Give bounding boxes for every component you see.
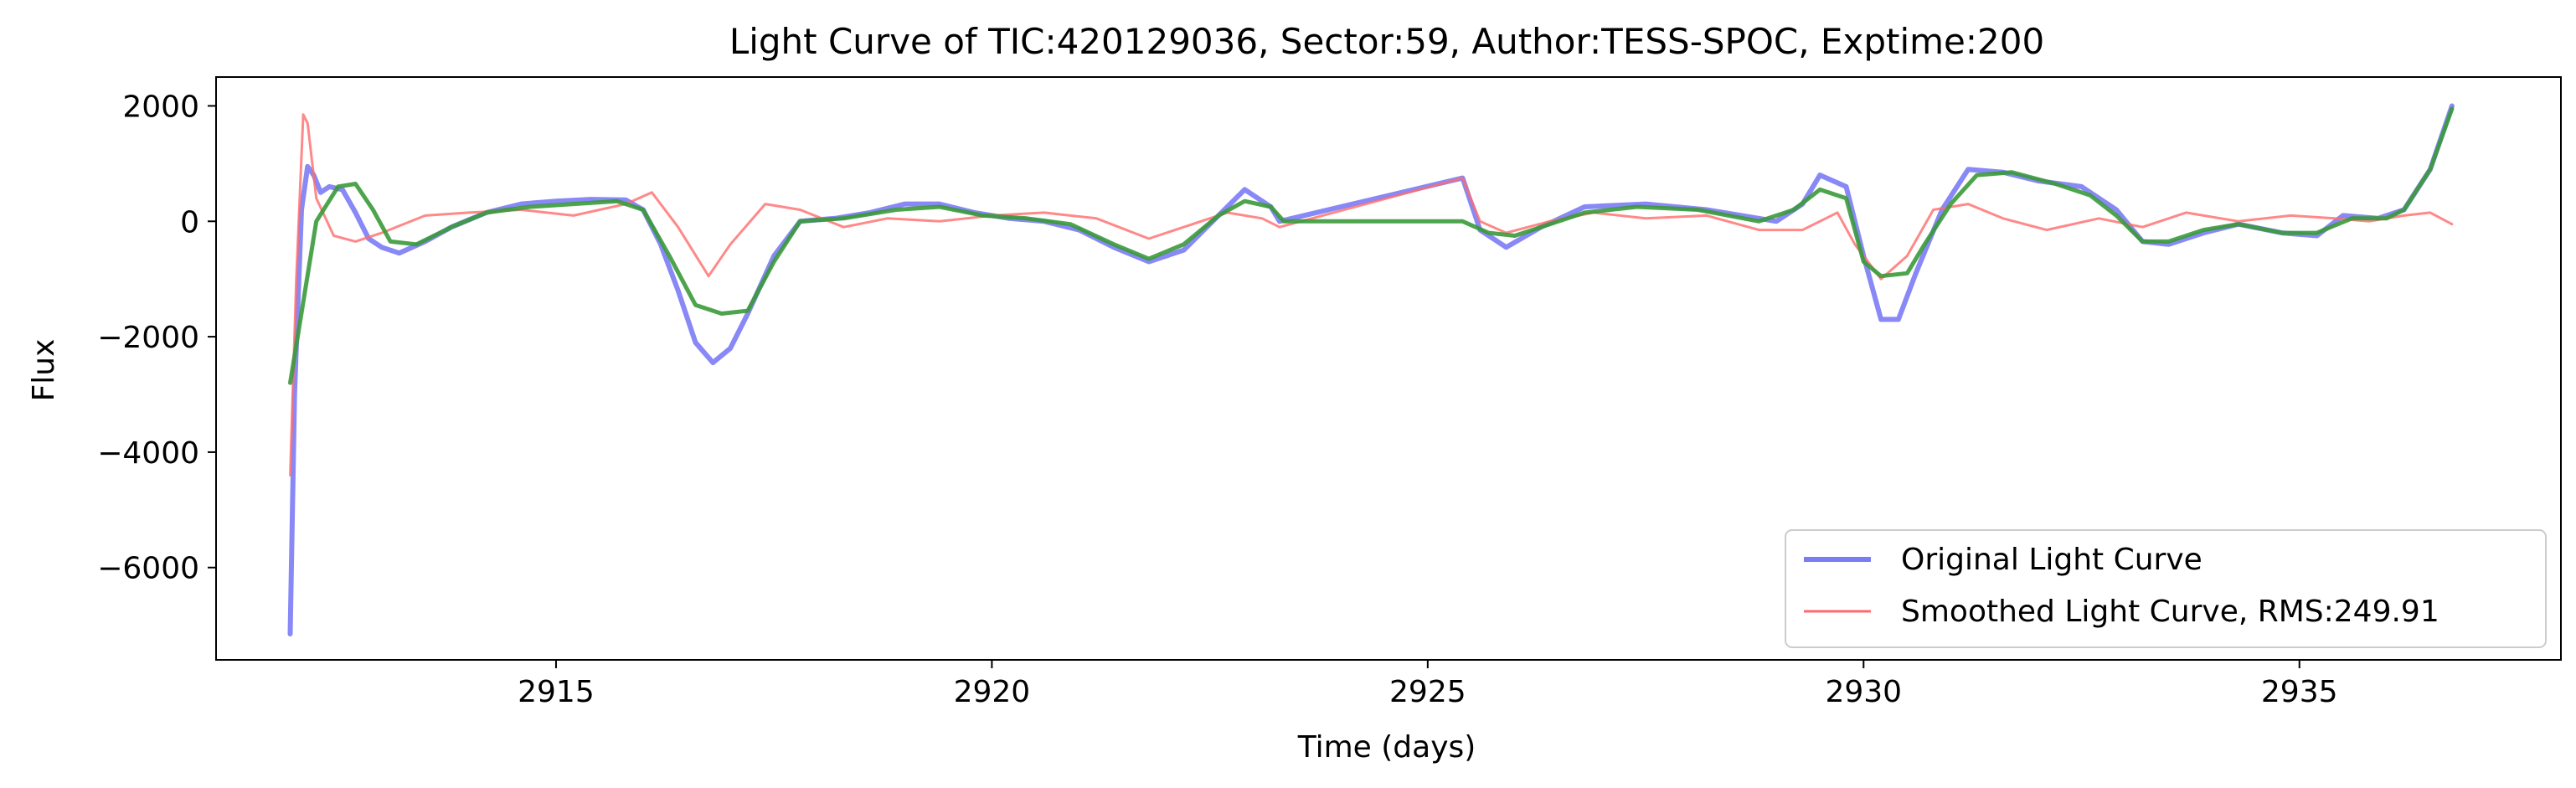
- chart-title: Light Curve of TIC:420129036, Sector:59,…: [729, 21, 2044, 62]
- x-axis: 2915 2920 2925 2930 2935: [518, 660, 2338, 709]
- legend-label-smoothed: Smoothed Light Curve, RMS:249.91: [1901, 595, 2439, 629]
- plot-frame: [215, 76, 2562, 661]
- series-fit-line: [288, 106, 2455, 385]
- y-tick-label: −6000: [97, 552, 199, 586]
- y-axis-label: Flux: [27, 339, 61, 402]
- x-tick-label: 2920: [954, 675, 1031, 709]
- x-tick-label: 2915: [518, 675, 595, 709]
- legend: Original Light Curve Smoothed Light Curv…: [1785, 529, 2547, 648]
- y-axis: −6000 −4000 −2000 0 2000: [97, 90, 216, 586]
- y-tick-label: 0: [180, 205, 199, 239]
- x-tick-label: 2935: [2261, 675, 2338, 709]
- x-axis-label: Time (days): [1297, 730, 1476, 765]
- x-tick-label: 2925: [1389, 675, 1466, 709]
- y-tick-label: −2000: [97, 321, 199, 355]
- legend-box: [1785, 529, 2547, 648]
- x-tick-label: 2930: [1825, 675, 1902, 709]
- y-tick-label: 2000: [122, 90, 199, 124]
- y-tick-label: −4000: [97, 436, 199, 471]
- series-layer: [287, 103, 2455, 636]
- legend-label-original: Original Light Curve: [1901, 543, 2202, 577]
